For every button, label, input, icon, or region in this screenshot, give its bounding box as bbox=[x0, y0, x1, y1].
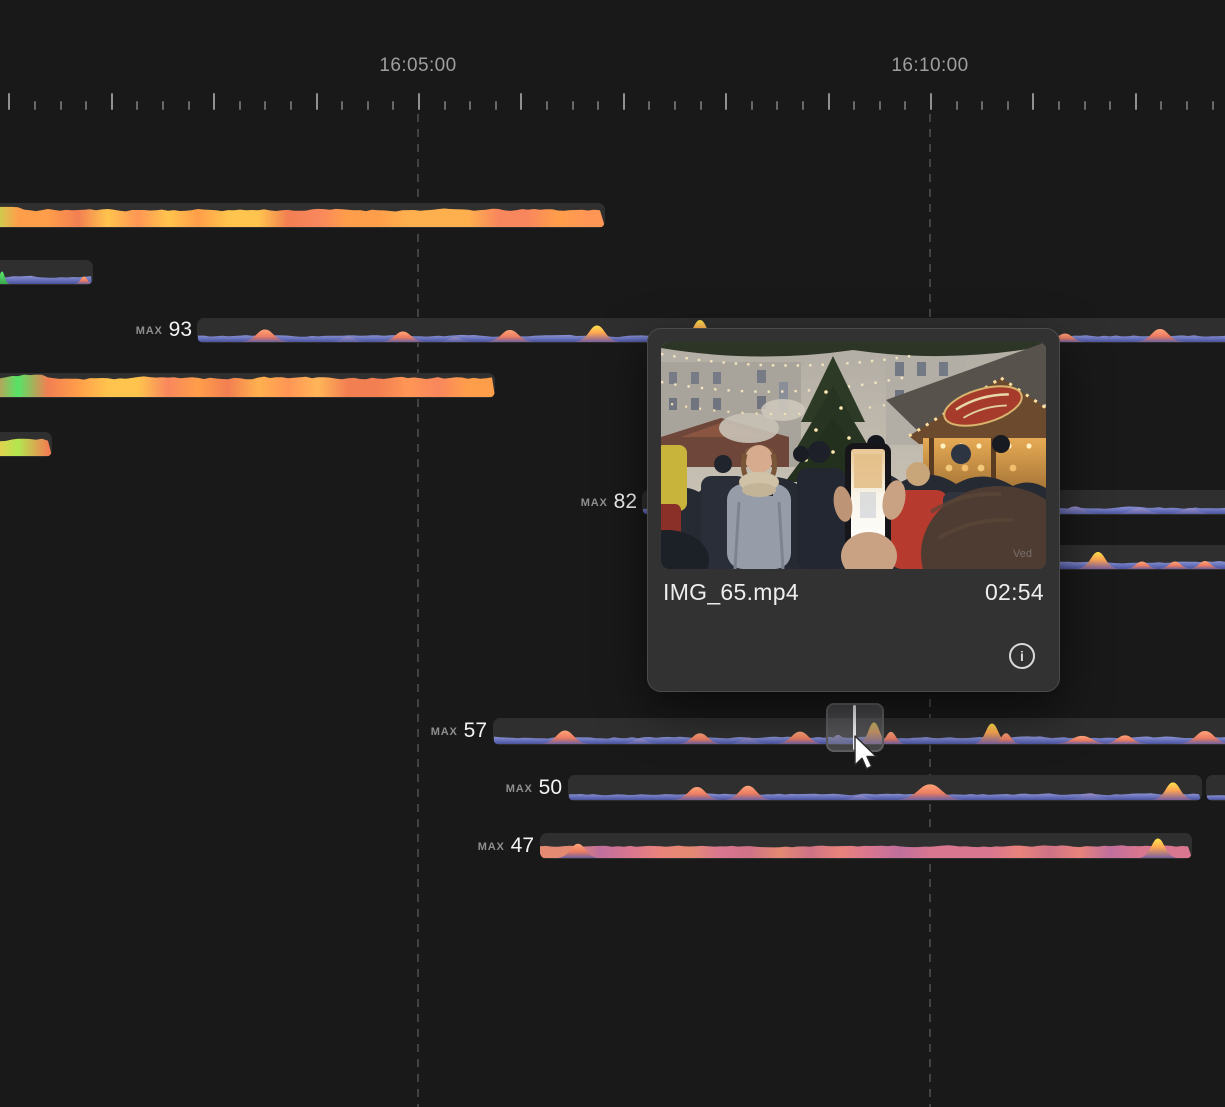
ruler-minor-tick bbox=[59, 101, 62, 110]
max-label-50: MAX 50 bbox=[506, 776, 562, 800]
max-label-value: 82 bbox=[613, 490, 637, 513]
ruler-time-label: 16:05:00 bbox=[379, 55, 457, 76]
clip-filename: IMG_65.mp4 bbox=[663, 579, 799, 605]
ruler-minor-tick bbox=[238, 101, 241, 110]
mouse-cursor-icon bbox=[854, 735, 877, 770]
max-label-value: 50 bbox=[538, 776, 562, 799]
track-clip-50[interactable] bbox=[568, 775, 1202, 801]
info-icon-glyph: i bbox=[1020, 648, 1024, 664]
ruler-minor-tick bbox=[1006, 101, 1009, 110]
max-label-47: MAX 47 bbox=[478, 834, 534, 858]
ruler-minor-tick bbox=[776, 101, 779, 110]
max-label-prefix: MAX bbox=[477, 841, 505, 853]
thumbnail-watermark: Ved bbox=[1013, 548, 1032, 560]
ruler-minor-tick bbox=[1211, 101, 1214, 110]
ruler-minor-tick bbox=[162, 101, 164, 110]
ruler-minor-tick bbox=[469, 101, 472, 110]
ruler-minor-tick bbox=[366, 101, 369, 110]
clip-meta-row: IMG_65.mp4 02:54 bbox=[663, 579, 1044, 606]
track-clip-d[interactable] bbox=[0, 373, 495, 398]
ruler-minor-tick bbox=[853, 101, 856, 110]
ruler-major-tick bbox=[520, 93, 523, 110]
max-label-prefix: MAX bbox=[580, 497, 608, 509]
scrubber-handle[interactable] bbox=[826, 703, 884, 752]
max-label-value: 93 bbox=[168, 318, 192, 341]
ruler-major-tick bbox=[1032, 93, 1035, 110]
ruler-minor-tick bbox=[878, 101, 881, 110]
ruler-minor-tick bbox=[674, 101, 676, 110]
ruler-minor-tick bbox=[1160, 101, 1163, 110]
ruler-minor-tick bbox=[1083, 101, 1086, 110]
max-label-value: 57 bbox=[463, 719, 487, 742]
ruler-major-tick bbox=[1134, 93, 1137, 110]
max-label-82: MAX 82 bbox=[581, 490, 637, 514]
ruler-major-tick bbox=[725, 93, 728, 110]
ruler-minor-tick bbox=[648, 101, 651, 110]
ruler-major-tick bbox=[827, 93, 830, 110]
ruler-major-tick bbox=[315, 93, 318, 110]
track-clip-a[interactable] bbox=[0, 203, 605, 228]
ruler-minor-tick bbox=[546, 101, 548, 110]
ruler-minor-tick bbox=[981, 101, 984, 110]
ruler-minor-tick bbox=[290, 101, 292, 110]
max-label-prefix: MAX bbox=[135, 325, 163, 337]
ruler-minor-tick bbox=[1058, 101, 1060, 110]
ruler-minor-tick bbox=[443, 101, 446, 110]
ruler-minor-tick bbox=[571, 101, 574, 110]
ruler-minor-tick bbox=[597, 101, 600, 110]
ruler-major-tick bbox=[418, 93, 420, 110]
ruler-major-tick bbox=[213, 93, 216, 110]
time-gridline bbox=[417, 114, 419, 1107]
max-label-value: 47 bbox=[510, 834, 534, 857]
clip-preview-popup: Ved IMG_65.mp4 02:54 i bbox=[647, 328, 1060, 692]
ruler-minor-tick bbox=[1186, 101, 1188, 110]
max-label-prefix: MAX bbox=[505, 783, 533, 795]
max-label-93: MAX 93 bbox=[136, 318, 192, 342]
ruler-major-tick bbox=[8, 93, 11, 110]
clip-duration: 02:54 bbox=[984, 579, 1044, 605]
track-clip-b[interactable] bbox=[0, 260, 94, 285]
ruler-major-tick bbox=[622, 93, 625, 110]
ruler-major-tick bbox=[930, 93, 932, 110]
ruler-minor-tick bbox=[341, 101, 344, 110]
ruler-minor-tick bbox=[392, 101, 395, 110]
track-clip-e[interactable] bbox=[0, 432, 52, 457]
track-clip-50b[interactable] bbox=[1206, 775, 1225, 801]
ruler-minor-tick bbox=[85, 101, 88, 110]
track-clip-47[interactable] bbox=[540, 833, 1192, 859]
ruler-minor-tick bbox=[494, 101, 497, 110]
ruler-minor-tick bbox=[1109, 101, 1112, 110]
clip-thumbnail[interactable]: Ved bbox=[661, 342, 1046, 569]
info-icon[interactable]: i bbox=[1009, 643, 1035, 669]
ruler-minor-tick bbox=[264, 101, 267, 110]
max-label-prefix: MAX bbox=[430, 726, 458, 738]
ruler-major-tick bbox=[110, 93, 113, 110]
ruler-minor-tick bbox=[187, 101, 190, 110]
christmas-market-thumbnail-art: Ved bbox=[661, 342, 1046, 569]
ruler-minor-tick bbox=[699, 101, 702, 110]
ruler-minor-tick bbox=[802, 101, 804, 110]
ruler-minor-tick bbox=[904, 101, 907, 110]
ruler-minor-tick bbox=[750, 101, 753, 110]
max-label-57: MAX 57 bbox=[431, 719, 487, 743]
ruler-minor-tick bbox=[34, 101, 36, 110]
ruler-minor-tick bbox=[955, 101, 958, 110]
ruler-minor-tick bbox=[136, 101, 139, 110]
ruler-time-label: 16:10:00 bbox=[891, 55, 969, 76]
